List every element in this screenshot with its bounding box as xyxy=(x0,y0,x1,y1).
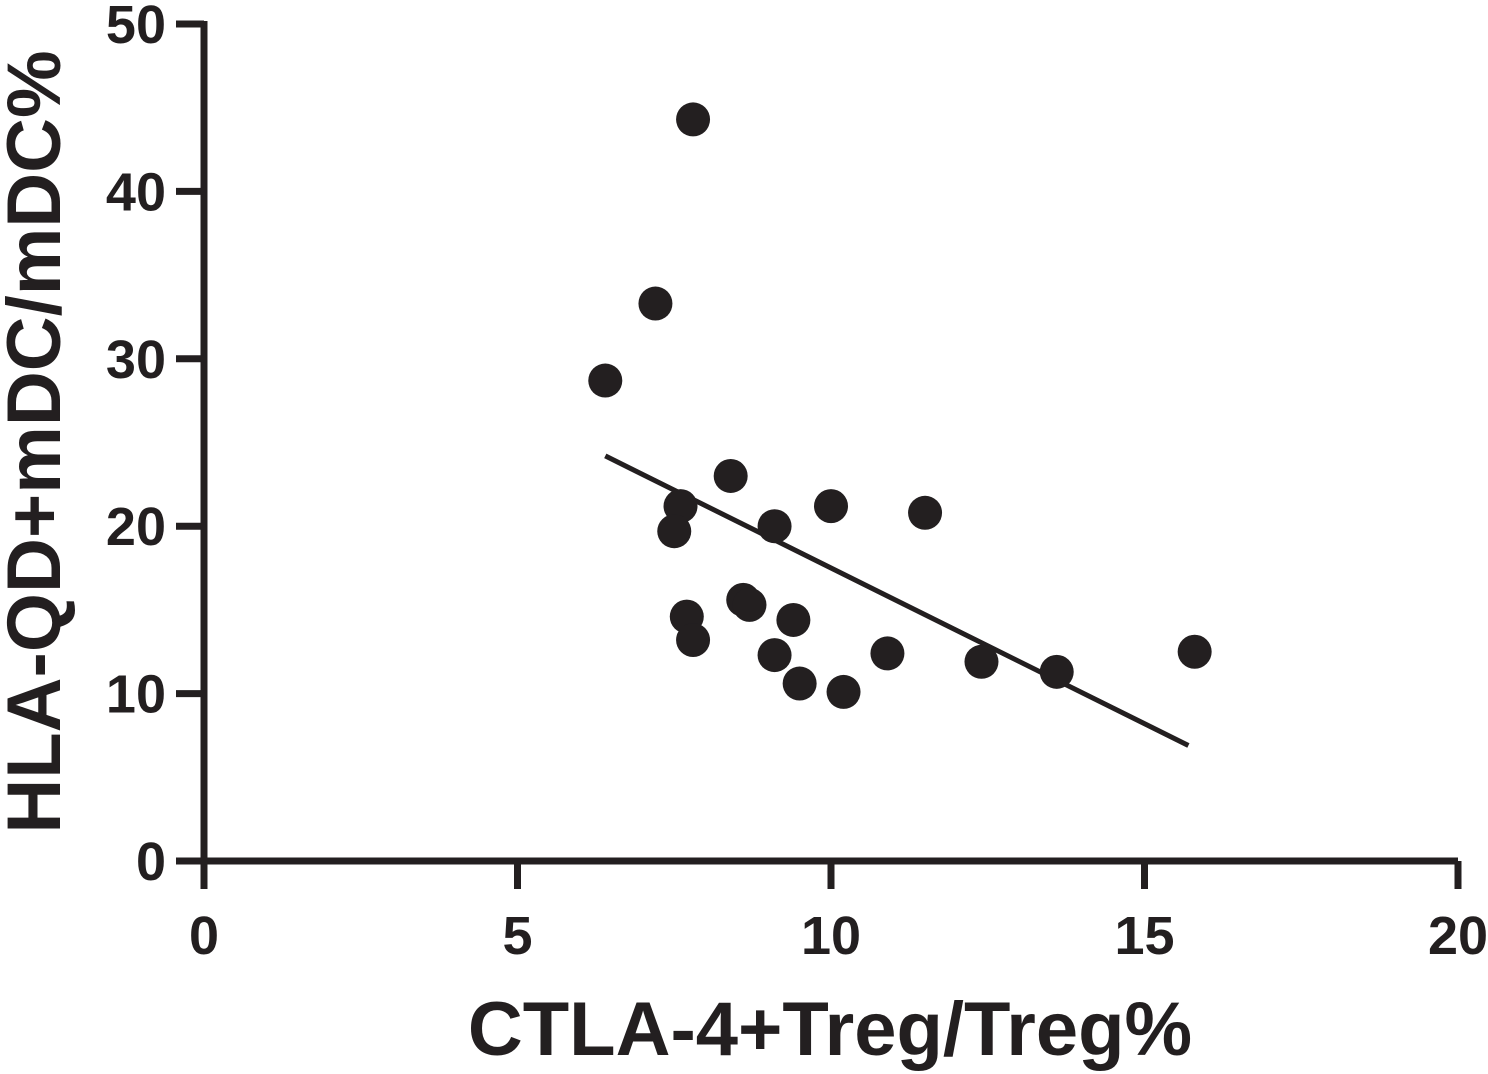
y-tick-label: 50 xyxy=(106,0,166,55)
data-point xyxy=(782,666,817,701)
data-point xyxy=(676,623,711,658)
data-point xyxy=(776,602,811,637)
data-point xyxy=(814,489,848,524)
trendline-group xyxy=(604,453,1190,748)
data-point xyxy=(657,514,692,549)
data-point xyxy=(826,674,861,709)
data-point xyxy=(1177,634,1212,669)
data-point xyxy=(964,644,999,679)
data-point xyxy=(676,102,711,137)
y-tick-label: 10 xyxy=(106,665,166,725)
data-point xyxy=(757,638,792,673)
y-tick-label: 0 xyxy=(136,832,166,892)
data-point xyxy=(1039,654,1074,689)
x-tick-label: 10 xyxy=(801,906,861,966)
axes: 0 10 20 30 40 50 0 5 10 15 20 xyxy=(106,0,1488,966)
y-tick-label: 40 xyxy=(106,162,166,222)
x-tick-label: 5 xyxy=(502,906,532,966)
data-point xyxy=(713,458,748,493)
data-point xyxy=(757,509,792,544)
data-point xyxy=(870,636,905,671)
data-point xyxy=(588,363,623,398)
x-tick-label: 20 xyxy=(1428,906,1488,966)
x-tick-label: 0 xyxy=(189,906,219,966)
y-tick-label: 20 xyxy=(106,497,166,557)
y-tick-label: 30 xyxy=(106,330,166,390)
regression-line xyxy=(604,453,1190,748)
data-point xyxy=(638,286,673,321)
x-axis-title: CTLA-4+Treg/Treg% xyxy=(468,987,1192,1072)
x-tick-label: 15 xyxy=(1114,906,1174,966)
y-axis-title: HLA-QD+mDC/mDC% xyxy=(0,50,77,833)
data-point xyxy=(908,495,943,530)
points-group xyxy=(588,102,1212,709)
data-point xyxy=(732,587,767,622)
